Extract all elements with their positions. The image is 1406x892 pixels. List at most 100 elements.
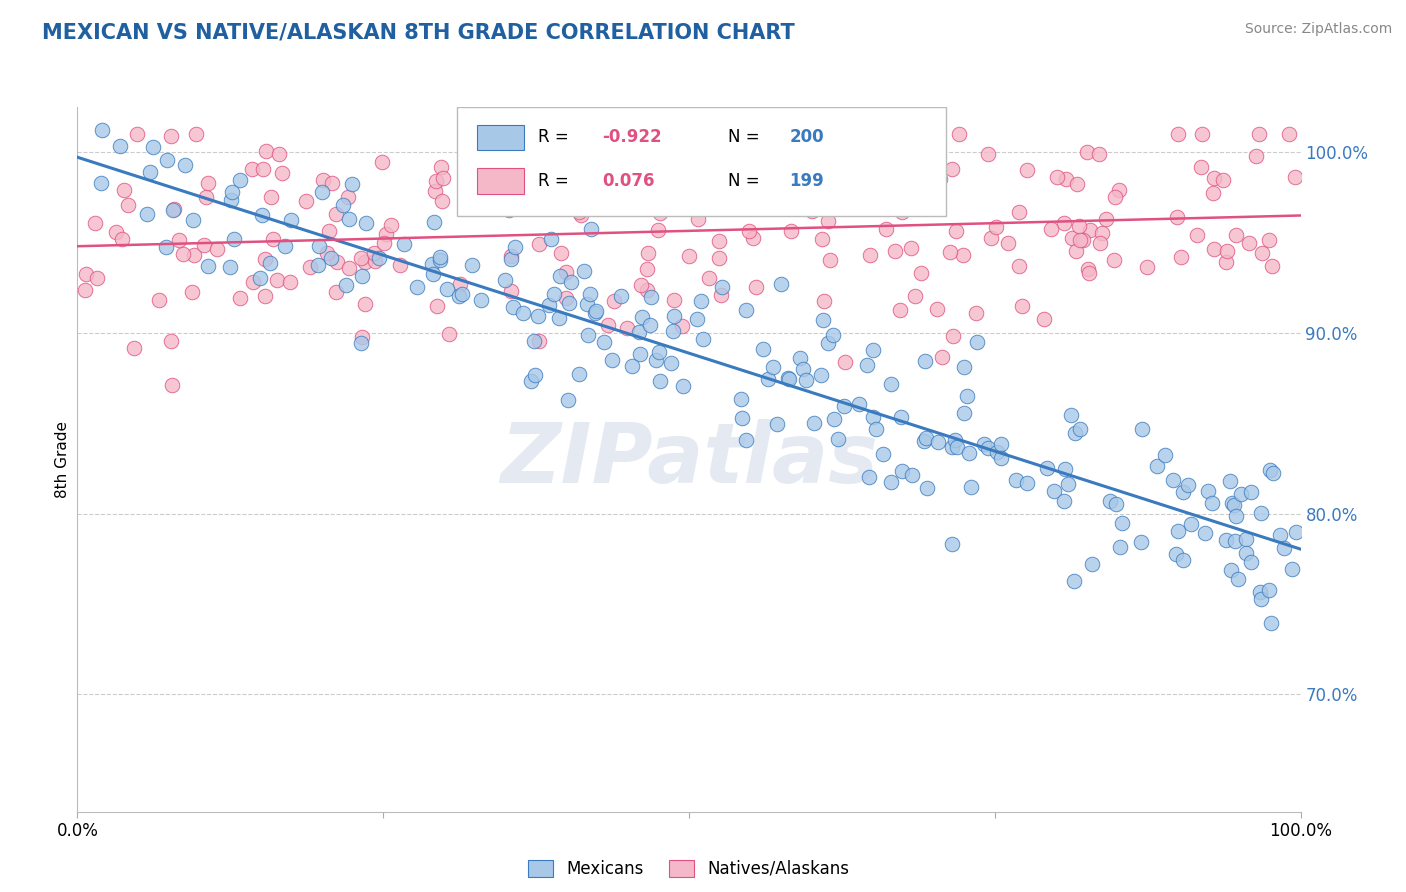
Point (1104, 189, 1126, 203)
Point (598, 318, 620, 333)
Point (960, 480, 983, 494)
Point (1257, 233, 1279, 247)
Point (280, 213, 302, 227)
Point (986, 219, 1008, 234)
Point (405, 279, 427, 293)
Point (520, 374, 543, 388)
Point (274, 238, 297, 252)
Point (946, 440, 969, 454)
Point (548, 310, 571, 325)
Point (111, 232, 134, 246)
Point (637, 246, 659, 260)
Point (603, 294, 626, 309)
Point (1261, 260, 1284, 274)
Point (1173, 553, 1195, 567)
Point (392, 236, 415, 251)
Point (811, 232, 834, 246)
Point (162, 378, 184, 392)
Point (429, 252, 451, 267)
Point (1098, 494, 1121, 508)
Point (709, 251, 731, 265)
Point (148, 293, 170, 307)
Point (707, 234, 730, 248)
Point (568, 367, 591, 381)
Point (1087, 146, 1109, 161)
Point (689, 176, 711, 190)
Point (1154, 448, 1177, 462)
Point (851, 185, 873, 199)
Point (389, 259, 412, 273)
Point (955, 389, 977, 403)
Point (600, 352, 623, 367)
Point (1008, 204, 1031, 219)
Point (1225, 508, 1247, 523)
Point (938, 245, 960, 260)
Point (1230, 486, 1253, 500)
Point (315, 245, 337, 260)
Point (352, 269, 374, 284)
Point (832, 400, 855, 414)
Point (432, 194, 454, 208)
Point (574, 165, 596, 179)
Point (862, 343, 884, 357)
Point (447, 288, 470, 302)
Point (75, 284, 97, 298)
Point (1250, 591, 1272, 606)
Point (254, 288, 277, 302)
Point (609, 289, 631, 303)
Point (321, 177, 343, 191)
Point (862, 410, 884, 425)
Point (337, 212, 360, 227)
Point (1166, 547, 1188, 561)
Point (278, 275, 301, 289)
Point (678, 249, 700, 263)
Point (927, 301, 949, 316)
Point (155, 240, 177, 254)
Text: R =: R = (538, 172, 575, 190)
Point (628, 347, 651, 361)
Point (900, 241, 922, 255)
Point (527, 236, 550, 251)
Point (555, 265, 578, 279)
Point (1073, 233, 1095, 247)
Point (671, 319, 693, 334)
Point (337, 261, 360, 276)
Point (256, 144, 278, 158)
Point (953, 406, 976, 420)
Point (631, 310, 654, 324)
Point (731, 410, 754, 425)
Point (456, 168, 478, 182)
Point (813, 293, 835, 308)
Point (1053, 216, 1076, 230)
Point (1258, 463, 1281, 477)
Point (817, 214, 839, 228)
Point (156, 153, 179, 167)
Point (1062, 231, 1084, 245)
Point (1167, 127, 1189, 141)
Point (1095, 212, 1118, 227)
Point (1130, 421, 1153, 435)
Point (889, 303, 911, 318)
Point (741, 231, 763, 245)
Point (219, 193, 242, 207)
Point (430, 160, 453, 174)
Point (250, 208, 273, 222)
Point (801, 203, 824, 218)
Point (672, 378, 695, 392)
Point (1136, 260, 1159, 274)
Point (630, 278, 652, 293)
Point (845, 155, 868, 169)
Point (1215, 533, 1237, 547)
Point (990, 450, 1012, 465)
Point (1272, 541, 1295, 556)
Point (555, 291, 578, 305)
Point (901, 468, 924, 483)
Point (1260, 615, 1282, 630)
Point (620, 359, 643, 374)
Text: 0.076: 0.076 (602, 172, 655, 190)
Point (880, 377, 903, 392)
Point (690, 293, 713, 308)
Point (371, 155, 394, 169)
Point (904, 289, 927, 303)
Point (734, 147, 756, 161)
